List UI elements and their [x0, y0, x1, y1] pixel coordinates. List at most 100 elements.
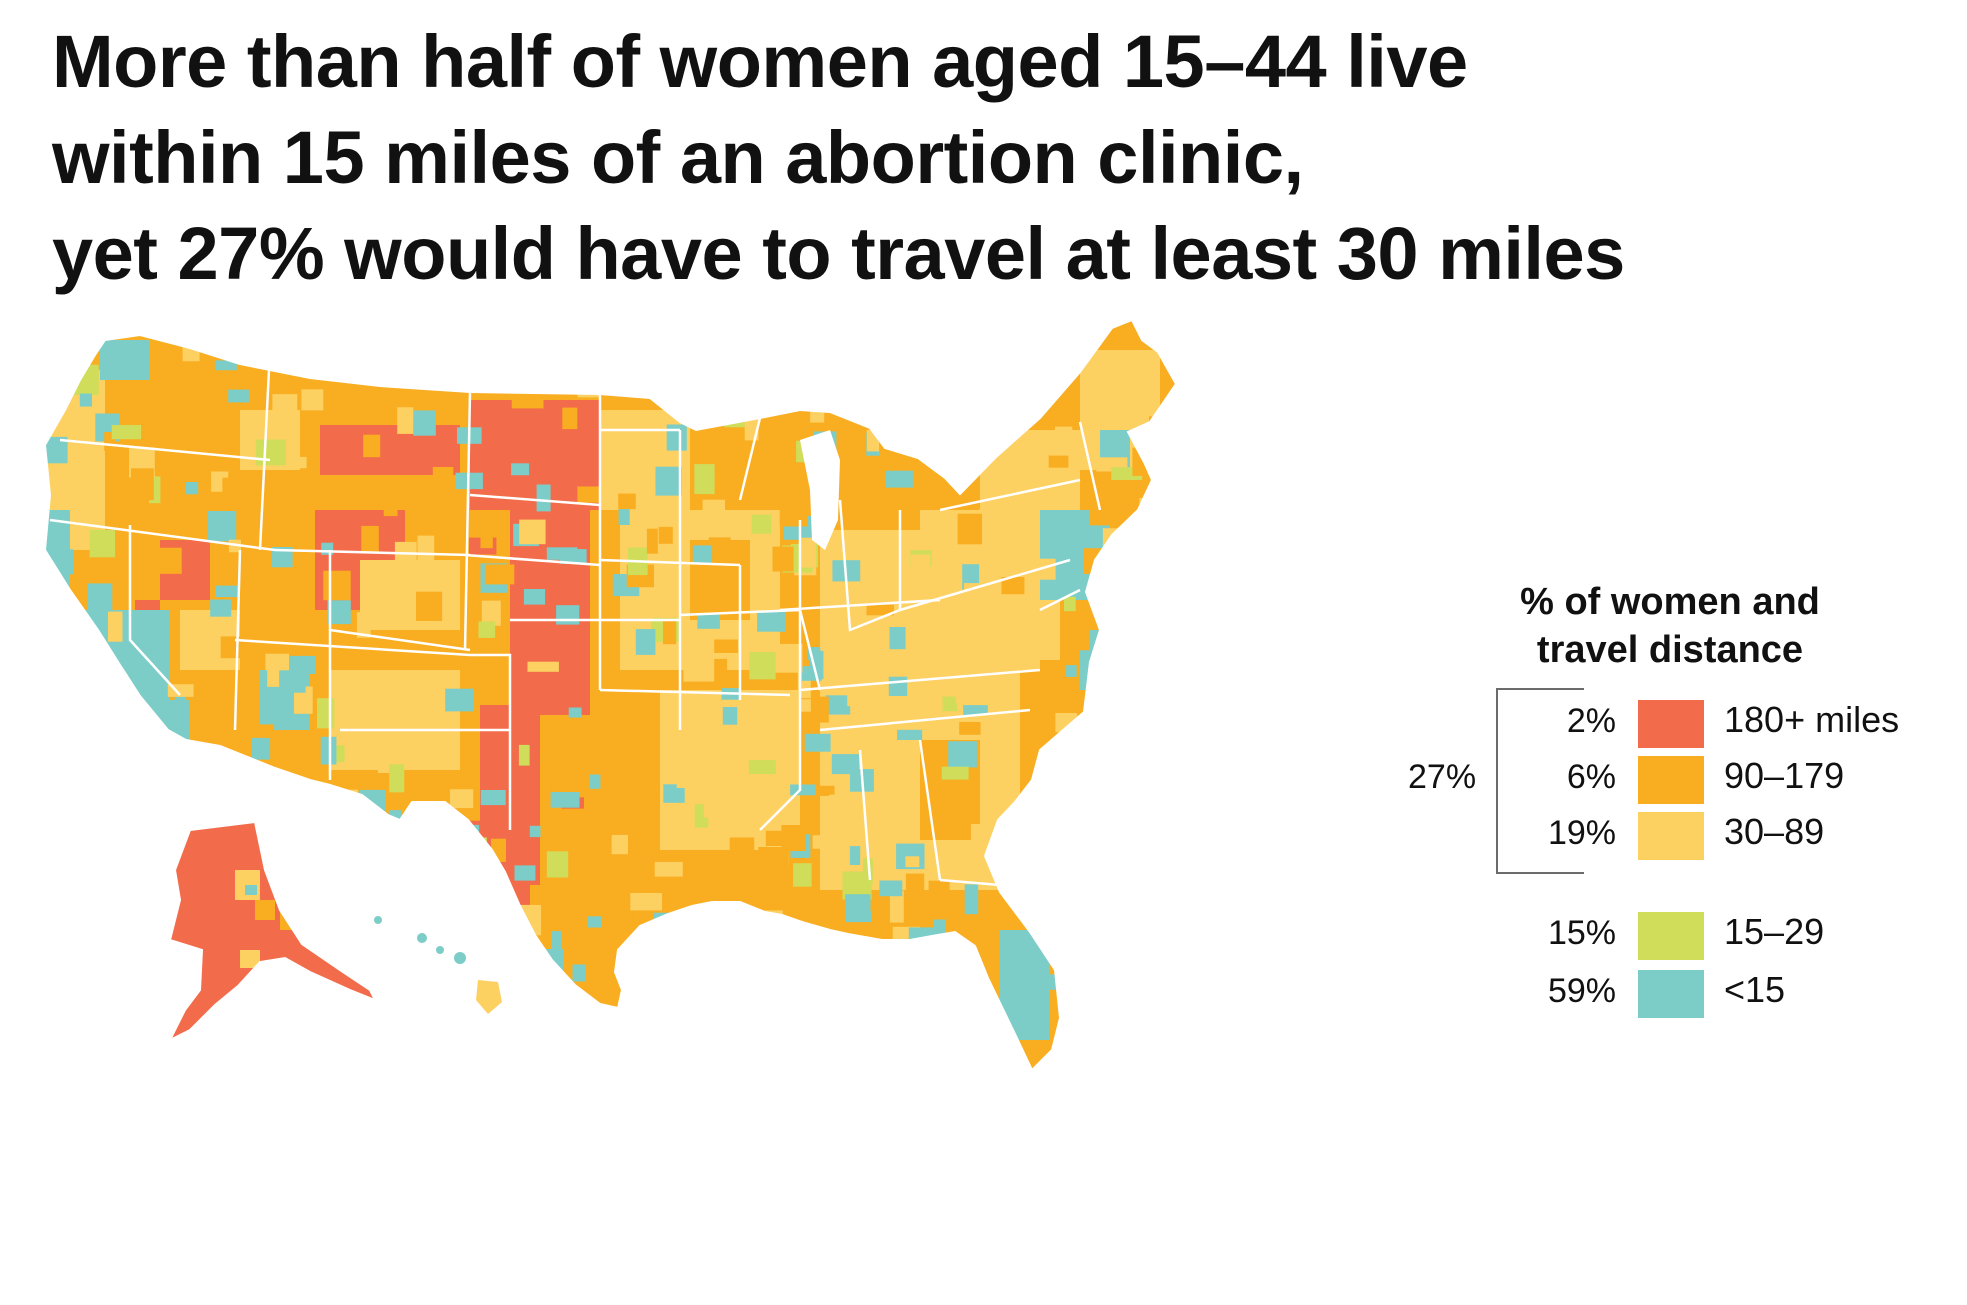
- county-patch: [704, 993, 730, 1025]
- county-patch: [255, 320, 283, 337]
- county-patch: [77, 454, 89, 467]
- county-patch: [511, 392, 544, 409]
- county-patch: [611, 834, 628, 855]
- county-patch: [1105, 749, 1134, 779]
- legend-bracket-total: 27%: [1408, 758, 1477, 796]
- legend-label-180plus: 180+ miles: [1724, 699, 1900, 740]
- county-patch: [714, 639, 738, 653]
- county-patch: [361, 525, 379, 552]
- county-patch: [1048, 455, 1069, 468]
- county-patch: [68, 864, 100, 885]
- county-patch: [612, 362, 633, 385]
- county-patch: [529, 825, 541, 838]
- legend-pct-under15: 59%: [1547, 972, 1616, 1010]
- county-patch: [986, 579, 1003, 604]
- county-patch: [792, 975, 805, 995]
- ak-region-2: [245, 885, 257, 895]
- county-patch: [963, 705, 988, 716]
- county-patch: [411, 951, 436, 972]
- county-patch: [1069, 807, 1097, 826]
- county-patch: [156, 547, 182, 574]
- county-patch: [722, 707, 738, 725]
- county-patch: [519, 519, 546, 545]
- county-patch: [185, 482, 199, 495]
- county-patch: [551, 931, 562, 963]
- county-patch: [857, 984, 873, 997]
- county-patch: [749, 652, 776, 680]
- county-patch: [758, 847, 788, 872]
- county-patch: [1132, 447, 1149, 476]
- county-patch: [478, 621, 496, 638]
- county-patch: [997, 389, 1018, 402]
- county-patch: [326, 336, 348, 350]
- county-patch: [951, 638, 974, 654]
- legend-bracket: [1496, 688, 1584, 874]
- county-patch: [1117, 767, 1145, 794]
- county-patch: [1055, 1069, 1075, 1070]
- county-patch: [1127, 679, 1141, 699]
- county-patch: [829, 373, 853, 384]
- county-patch: [511, 463, 530, 476]
- county-patch: [498, 1056, 529, 1070]
- county-patch: [780, 454, 798, 485]
- county-patch: [683, 654, 715, 682]
- county-patch: [147, 726, 164, 739]
- county-patch: [702, 499, 726, 530]
- county-patch: [695, 349, 726, 370]
- legend: % of women and travel distance 27% 2% 18…: [1390, 578, 1950, 1048]
- county-patch: [72, 1015, 99, 1042]
- county-patch: [870, 358, 894, 380]
- county-patch: [955, 1006, 967, 1033]
- county-patch: [1137, 849, 1161, 864]
- county-patch: [694, 464, 715, 495]
- county-patches: [45, 320, 1176, 1070]
- county-patch: [964, 583, 990, 602]
- county-patch: [618, 493, 636, 510]
- region-35: [100, 340, 150, 380]
- county-patch: [1067, 1003, 1083, 1028]
- county-patch: [1001, 577, 1025, 595]
- county-patch: [665, 576, 676, 603]
- county-patch: [831, 754, 860, 775]
- county-patch: [1051, 463, 1069, 485]
- county-patch: [220, 636, 246, 659]
- county-patch: [799, 1021, 818, 1046]
- county-patch: [134, 624, 162, 646]
- county-patch: [301, 389, 324, 411]
- county-patch: [210, 599, 232, 617]
- county-patch: [400, 476, 429, 495]
- county-patch: [702, 709, 723, 726]
- county-patch: [1064, 596, 1076, 612]
- county-patch: [885, 320, 906, 346]
- county-patch: [1103, 703, 1118, 730]
- county-patch: [481, 600, 501, 626]
- county-patch: [905, 873, 925, 904]
- county-patch: [89, 529, 116, 558]
- county-patch: [572, 964, 586, 982]
- county-patch: [1122, 844, 1153, 870]
- title-line-1: More than half of women aged 15–44 live: [52, 20, 1468, 103]
- county-patch: [320, 1059, 341, 1070]
- county-patch: [45, 436, 68, 464]
- county-patch: [703, 801, 732, 818]
- county-patch: [748, 760, 776, 774]
- county-patch: [618, 320, 637, 344]
- county-patch: [165, 1037, 189, 1064]
- county-patch: [331, 794, 354, 824]
- legend-pct-180plus: 2%: [1566, 702, 1616, 740]
- county-patch: [53, 955, 83, 967]
- county-patch: [182, 342, 200, 362]
- legend-swatch-180plus: [1638, 700, 1704, 748]
- alaska: [167, 820, 378, 1043]
- county-patch: [251, 737, 271, 760]
- county-patch: [317, 698, 335, 729]
- county-patch: [646, 528, 658, 554]
- county-patch: [825, 695, 851, 715]
- county-patch: [1085, 424, 1098, 454]
- county-patch: [131, 468, 154, 501]
- county-patch: [450, 1021, 477, 1053]
- county-patch: [327, 600, 351, 625]
- county-patch: [152, 705, 169, 720]
- county-patch: [635, 629, 656, 655]
- county-patch: [801, 666, 822, 681]
